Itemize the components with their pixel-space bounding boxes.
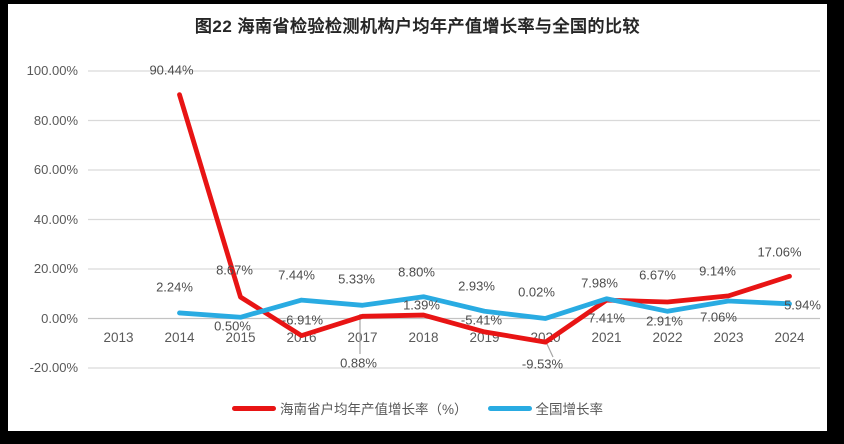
series-line-national xyxy=(177,294,792,321)
data-label-hainan: 8.67% xyxy=(216,262,253,278)
data-label-hainan: 7.41% xyxy=(588,310,625,326)
series-line-hainan xyxy=(177,92,792,345)
chart-title: 图22 海南省检验检测机构户均年产值增长率与全国的比较 xyxy=(194,17,641,36)
x-axis-tick-label: 2014 xyxy=(164,330,195,345)
data-label-hainan: -5.41% xyxy=(460,312,503,328)
data-label-hainan: 17.06% xyxy=(757,244,802,260)
x-axis-tick-label: 2018 xyxy=(408,330,439,345)
legend-label-hainan: 海南省户均年产值增长率（%） xyxy=(279,402,468,417)
x-axis-tick-label: 2013 xyxy=(103,330,134,345)
data-label-hainan: 6.67% xyxy=(639,267,676,283)
data-label-national: 2.91% xyxy=(646,313,683,329)
y-axis-tick-label: 80.00% xyxy=(33,112,78,128)
data-label-national: 5.94% xyxy=(784,297,821,313)
data-label-hainan: -6.91% xyxy=(281,312,324,328)
y-axis-tick-label: 40.00% xyxy=(33,211,78,227)
data-label-national: 7.98% xyxy=(581,275,618,291)
y-axis-tick-label: -20.00% xyxy=(29,360,78,375)
y-axis-tick-label: 0.00% xyxy=(41,310,78,326)
x-axis-tick-label: 2017 xyxy=(347,330,378,345)
data-label-national: 0.50% xyxy=(214,318,251,334)
y-axis-tick-label: 60.00% xyxy=(33,162,78,177)
data-label-hainan: 1.39% xyxy=(403,297,440,313)
plot-area: 100.00% 80.00% 60.00% 40.00% 20.00% 0.00% -20.… xyxy=(8,4,827,431)
legend-item-national: 全国增长率 xyxy=(487,398,604,418)
x-axis-tick-label: 2023 xyxy=(713,330,744,345)
data-label-leader-line xyxy=(546,343,554,358)
legend-swatch-hainan-line xyxy=(231,405,276,411)
legend: 海南省户均年产值增长率（%） 全国增长率 xyxy=(8,398,827,418)
x-axis-tick-label: 2024 xyxy=(774,330,805,345)
x-axis-tick-label: 2021 xyxy=(591,330,622,345)
line-chart-svg xyxy=(88,70,820,369)
x-axis-tick-label: 2015 xyxy=(225,330,256,345)
data-label-national: 8.80% xyxy=(398,264,435,280)
data-label-hainan: -9.53% xyxy=(521,356,564,372)
data-label-hainan: 9.14% xyxy=(699,263,736,279)
data-label-hainan: 90.44% xyxy=(149,62,194,78)
data-label-national: 0.02% xyxy=(518,284,555,300)
data-label-national: 7.06% xyxy=(700,309,737,325)
chart-canvas: 图22 海南省检验检测机构户均年产值增长率与全国的比较 100.00% 80.00… xyxy=(8,4,827,431)
data-label-national: 5.33% xyxy=(338,271,375,287)
data-label-hainan: 0.88% xyxy=(340,355,377,371)
x-axis-tick-label: 2022 xyxy=(652,330,683,345)
data-label-national: 2.93% xyxy=(458,278,495,294)
y-axis-tick-label: 100.00% xyxy=(26,63,78,78)
legend-swatch-national-line xyxy=(487,405,532,411)
legend-item-hainan: 海南省户均年产值增长率（%） xyxy=(231,398,468,418)
y-axis-tick-label: 20.00% xyxy=(33,261,78,276)
data-label-national: 7.44% xyxy=(278,267,315,283)
data-label-national: 2.24% xyxy=(156,279,193,295)
legend-label-national: 全国增长率 xyxy=(535,402,604,417)
